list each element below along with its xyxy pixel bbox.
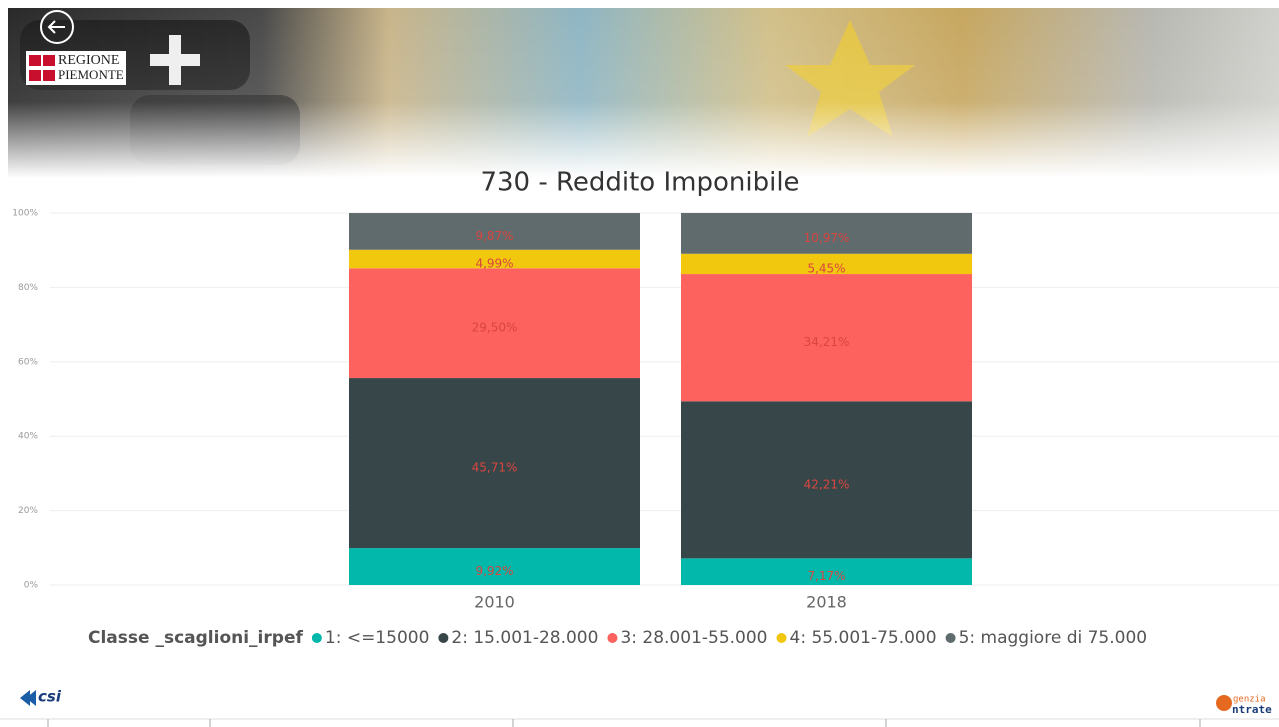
logo-text: ntrate bbox=[1232, 703, 1272, 716]
bar-segment bbox=[349, 378, 640, 549]
legend-marker bbox=[945, 633, 956, 643]
legend-marker bbox=[607, 633, 618, 643]
data-label: 9,92% bbox=[475, 564, 513, 578]
bar-segment bbox=[349, 249, 640, 269]
legend-label: 5: maggiore di 75.000 bbox=[959, 628, 1148, 648]
y-tick-label: 60% bbox=[18, 357, 38, 367]
bar-segment bbox=[349, 548, 640, 585]
data-label: 34,21% bbox=[804, 335, 850, 349]
regione-logo: REGIONE PIEMONTE bbox=[26, 51, 126, 85]
y-tick-label: 0% bbox=[24, 581, 39, 591]
legend-label: 3: 28.001-55.000 bbox=[620, 628, 767, 648]
y-tick-label: 40% bbox=[18, 432, 38, 442]
y-tick-label: 100% bbox=[12, 209, 38, 219]
bar-segment bbox=[681, 558, 972, 585]
y-tick-label: 20% bbox=[18, 506, 38, 516]
x-tick-label: 2010 bbox=[474, 593, 515, 612]
y-tick-label: 80% bbox=[18, 283, 38, 293]
csi-logo: csi bbox=[20, 688, 62, 706]
chart-title: 730 - Reddito Imponibile bbox=[480, 168, 799, 198]
logo-text: PIEMONTE bbox=[58, 67, 124, 82]
bar-segment bbox=[681, 274, 972, 402]
back-button[interactable] bbox=[40, 10, 74, 44]
data-label: 29,50% bbox=[472, 321, 518, 335]
data-label: 7,17% bbox=[807, 569, 845, 583]
legend-marker bbox=[311, 633, 322, 643]
data-label: 5,45% bbox=[807, 261, 845, 275]
logo-text: genzia bbox=[1233, 695, 1266, 705]
x-tick-label: 2018 bbox=[806, 593, 847, 612]
banner bbox=[8, 8, 1279, 178]
legend-label: 4: 55.001-75.000 bbox=[790, 628, 937, 648]
legend-label: 1: <=15000 bbox=[325, 628, 430, 648]
back-arrow bbox=[47, 20, 65, 34]
footer-lines bbox=[0, 718, 1279, 727]
data-label: 42,21% bbox=[804, 477, 850, 491]
bar-segment bbox=[681, 401, 972, 559]
legend-marker bbox=[438, 633, 449, 643]
data-label: 10,97% bbox=[804, 231, 850, 245]
bar-segment bbox=[681, 212, 972, 254]
bar-segment bbox=[349, 213, 640, 250]
bar-segment bbox=[681, 253, 972, 275]
bar-segment bbox=[349, 268, 640, 379]
data-label: 9,87% bbox=[475, 229, 513, 243]
agenzia-logo: genzia ntrate bbox=[1216, 695, 1272, 716]
legend-marker bbox=[776, 633, 787, 643]
data-label: 45,71% bbox=[472, 461, 518, 475]
legend-label: 2: 15.001-28.000 bbox=[451, 628, 598, 648]
legend-title: Classe _scaglioni_irpef bbox=[88, 628, 303, 648]
logo-text: REGIONE bbox=[58, 53, 119, 68]
logo-text: csi bbox=[38, 688, 62, 706]
data-label: 4,99% bbox=[475, 257, 513, 271]
